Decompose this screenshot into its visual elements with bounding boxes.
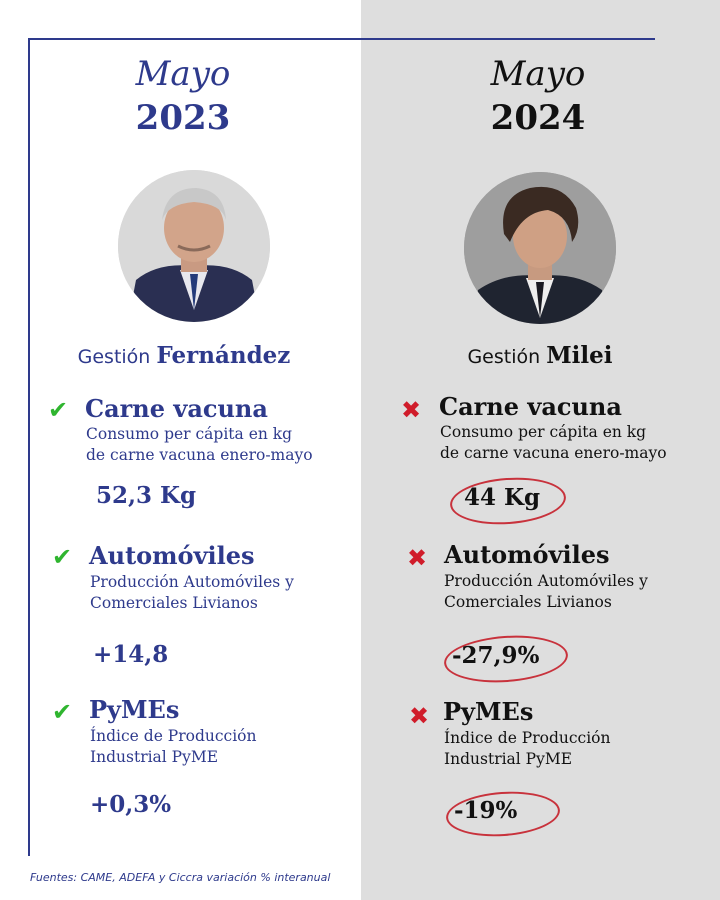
right-month: Mayo <box>490 54 586 94</box>
cross-icon: ✖ <box>407 544 428 572</box>
desc-line: Índice de Producción <box>90 727 257 745</box>
check-icon: ✔ <box>52 543 73 571</box>
right-indicator-description: Producción Automóviles y Comerciales Liv… <box>444 571 704 613</box>
desc-line: Producción Automóviles y <box>90 573 294 591</box>
check-icon: ✔ <box>48 396 69 424</box>
frame-top-line <box>28 38 655 40</box>
left-indicator-title: Automóviles <box>89 541 255 570</box>
left-month: Mayo <box>135 54 231 94</box>
right-panel-background <box>361 0 720 900</box>
cross-icon: ✖ <box>409 702 430 730</box>
check-icon: ✔ <box>52 698 73 726</box>
frame-left-line <box>28 38 30 856</box>
left-indicator-title: Carne vacuna <box>85 394 268 423</box>
left-gestion-label: Gestión Fernández <box>34 342 334 369</box>
right-indicator-value: 44 Kg <box>464 484 541 511</box>
desc-line: Producción Automóviles y <box>444 572 648 590</box>
left-indicator-value: 52,3 Kg <box>96 482 197 509</box>
right-year: 2024 <box>490 98 586 138</box>
left-gestion-name: Fernández <box>156 342 291 369</box>
right-gestion-name: Milei <box>546 342 613 369</box>
desc-line: Industrial PyME <box>90 748 219 766</box>
left-indicator-description: Producción Automóviles y Comerciales Liv… <box>90 572 350 614</box>
left-indicator-description: Índice de Producción Industrial PyME <box>90 726 350 768</box>
left-indicator-title: PyMEs <box>89 695 180 724</box>
desc-line: Comerciales Livianos <box>90 594 258 612</box>
desc-line: de carne vacuna enero-mayo <box>440 444 667 462</box>
right-indicator-description: Consumo per cápita en kg de carne vacuna… <box>440 422 700 464</box>
desc-line: Consumo per cápita en kg <box>440 423 647 441</box>
right-indicator-title: PyMEs <box>443 697 534 726</box>
left-gestion-prefix: Gestión <box>77 346 151 368</box>
left-indicator-value: +0,3% <box>90 791 172 818</box>
right-indicator-description: Índice de Producción Industrial PyME <box>444 728 704 770</box>
right-indicator-value: -27,9% <box>452 642 540 669</box>
desc-line: Industrial PyME <box>444 750 573 768</box>
desc-line: de carne vacuna enero-mayo <box>86 446 313 464</box>
left-indicator-value: +14,8 <box>93 641 169 668</box>
right-gestion-prefix: Gestión <box>467 346 541 368</box>
sources-footnote: Fuentes: CAME, ADEFA y Ciccra variación … <box>30 871 331 884</box>
desc-line: Comerciales Livianos <box>444 593 612 611</box>
right-gestion-label: Gestión Milei <box>390 342 690 369</box>
fernandez-portrait <box>118 170 270 322</box>
right-indicator-title: Carne vacuna <box>439 392 622 421</box>
left-indicator-description: Consumo per cápita en kg de carne vacuna… <box>86 424 346 466</box>
milei-portrait <box>464 172 616 324</box>
cross-icon: ✖ <box>401 396 422 424</box>
right-indicator-title: Automóviles <box>444 540 610 569</box>
left-year: 2023 <box>135 98 231 138</box>
desc-line: Índice de Producción <box>444 729 611 747</box>
right-indicator-value: -19% <box>454 797 518 824</box>
desc-line: Consumo per cápita en kg <box>86 425 293 443</box>
